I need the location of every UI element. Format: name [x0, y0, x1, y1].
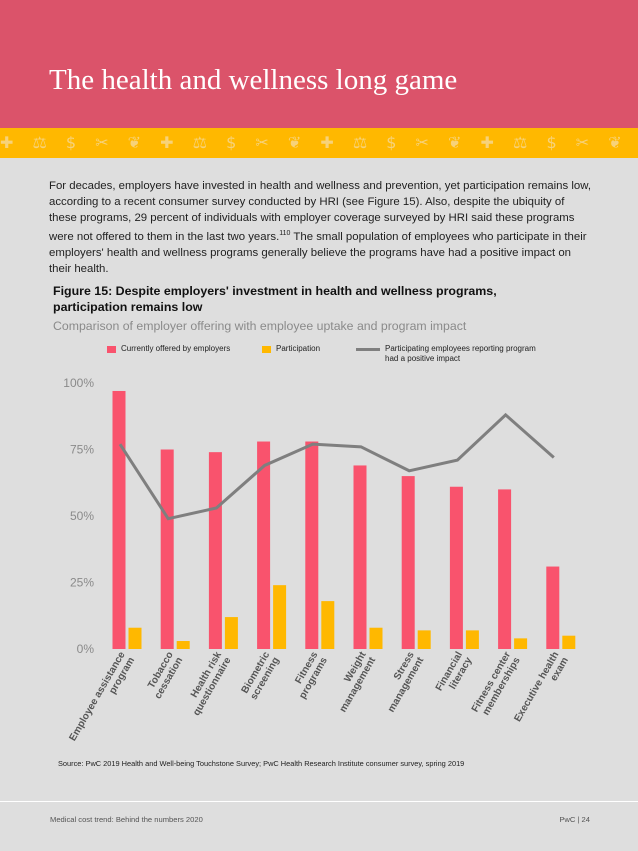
legend-swatch-participation: [262, 346, 271, 353]
footer-page-number: PwC | 24: [559, 815, 590, 824]
legend-label-impact: Participating employees reporting progra…: [385, 344, 536, 364]
legend-label-impact-line2: had a positive impact: [385, 354, 461, 363]
x-tick-label-5: Weightmanagement: [328, 649, 378, 714]
bar-participation-2: [224, 617, 238, 649]
footer-divider: [0, 801, 638, 802]
bar-participation-6: [417, 630, 431, 649]
bar-offered-0: [112, 390, 126, 649]
chart-source: Source: PwC 2019 Health and Well-being T…: [58, 759, 465, 768]
health-icons-pattern: ✚ ⚖ $ ✂ ❦ ✚ ⚖ $ ✂ ❦ ✚ ⚖ $ ✂ ❦ ✚ ⚖ $ ✂ ❦ …: [0, 133, 638, 152]
bar-participation-5: [369, 627, 383, 649]
x-tick-label-0: Employee assistanceprogram: [67, 650, 137, 749]
intro-text-end: The small population of employees who pa…: [49, 230, 587, 275]
bar-participation-0: [128, 627, 142, 649]
legend-swatch-impact: [356, 348, 380, 351]
legend-label-impact-line1: Participating employees reporting progra…: [385, 344, 536, 353]
footer-publication: Medical cost trend: Behind the numbers 2…: [50, 815, 203, 824]
x-tick-label-4: Fitnessprograms: [288, 650, 330, 701]
bar-participation-8: [514, 638, 528, 649]
legend-label-participation: Participation: [276, 344, 321, 353]
bar-offered-1: [160, 449, 174, 649]
x-tick-label-8: Fitness centermemberships: [470, 650, 523, 720]
figure-title: Figure 15: Despite employers' investment…: [53, 284, 497, 314]
x-tick-label-7: Financialliteracy: [434, 650, 475, 699]
footnote-reference[interactable]: 110: [279, 230, 291, 237]
bar-participation-7: [465, 630, 479, 649]
page-title: The health and wellness long game: [49, 64, 458, 96]
bar-offered-9: [546, 566, 560, 649]
x-tick-label-1: Tobaccocessation: [143, 650, 185, 701]
bar-offered-7: [449, 486, 463, 649]
bar-offered-4: [305, 441, 319, 649]
bar-line-chart: 0% 25% 50% 75% 100% Employee assistanceprogra…: [63, 376, 576, 749]
intro-paragraph: For decades, employers have invested in …: [49, 178, 594, 277]
bar-offered-5: [353, 465, 367, 649]
y-tick-label-1: 25%: [70, 576, 94, 590]
bar-offered-2: [208, 452, 222, 649]
y-tick-label-2: 50%: [70, 509, 94, 523]
y-tick-label-3: 75%: [70, 443, 94, 457]
bar-offered-6: [401, 476, 415, 649]
legend-label-offered: Currently offered by employers: [121, 344, 231, 353]
bar-participation-9: [562, 635, 576, 649]
bar-offered-8: [498, 489, 512, 649]
decorative-pattern-strip: ✚ ⚖ $ ✂ ❦ ✚ ⚖ $ ✂ ❦ ✚ ⚖ $ ✂ ❦ ✚ ⚖ $ ✂ ❦ …: [0, 128, 638, 158]
x-tick-label-0-line-0: Employee assistance: [67, 650, 127, 743]
bar-offered-3: [257, 441, 271, 649]
bar-participation-4: [321, 601, 335, 649]
figure-subtitle: Comparison of employer offering with emp…: [53, 319, 467, 333]
header-banner: The health and wellness long game: [0, 0, 638, 128]
x-tick-label-2: Health riskquestionnaire: [182, 650, 234, 718]
bar-participation-1: [176, 641, 190, 649]
legend-swatch-offered: [107, 346, 116, 353]
intro-text: For decades, employers have invested in …: [49, 180, 591, 243]
y-tick-label-4: 100%: [63, 376, 94, 390]
y-tick-label-0: 0%: [77, 642, 95, 656]
bar-participation-3: [273, 585, 287, 649]
impact-line: [118, 412, 555, 521]
x-tick-label-6: Stressmanagement: [376, 649, 426, 714]
x-tick-label-3: Biometricscreening: [239, 650, 282, 702]
